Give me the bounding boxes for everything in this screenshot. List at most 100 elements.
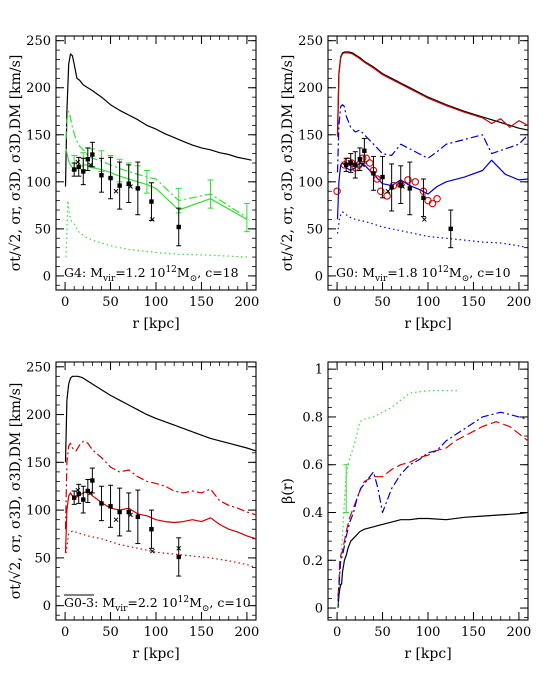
y-tick-label: 150 [26,456,51,471]
data-layer [64,53,252,258]
x-tick-label: 150 [189,295,214,310]
y-tick-label: 200 [26,81,51,96]
y-tick-label: 200 [26,408,51,423]
y-tick-label: 200 [298,81,323,96]
data-point [117,183,122,188]
annotation-exponent: 12 [165,265,176,275]
y-tick-label: 250 [26,34,51,49]
x-tick-label: 50 [374,625,391,640]
x-tick-label: 100 [416,625,441,640]
panel-annotation: G0-3: Mvir=2.2 1012M⊙, c=10 [64,595,251,614]
data-cross-point [128,512,133,518]
annotation-prefix: G0: M [336,265,375,280]
y-tick-label: 0.6 [302,458,323,473]
data-cross-point [150,548,155,554]
data-point [371,171,376,176]
data-cross-point [150,217,155,222]
series-line-dashdot-2 [336,104,528,173]
x-axis-label: r [kpc] [404,646,451,662]
data-point [135,186,141,191]
annotation-unit-subscript: ⊙ [190,274,198,284]
annotation-unit-subscript: ⊙ [202,604,210,614]
data-point [176,554,181,560]
annotation-unit: M [177,265,190,280]
series-line-solid-3 [336,159,528,220]
annotation-concentration: , c=18 [197,265,238,280]
y-tick-label: 150 [26,128,51,143]
series-line-dashdot-3 [337,411,528,601]
x-tick-label: 50 [374,295,391,310]
x-axis-label: r [kpc] [404,316,451,332]
x-tick-label: 50 [102,625,119,640]
annotation-prefix: G4: M [64,265,103,280]
annotation-unit-subscript: ⊙ [462,274,470,284]
data-point [362,148,367,153]
simulation-circle-point [404,176,412,184]
annotation-unit: M [449,265,462,280]
data-point [407,186,413,191]
data-point [76,164,81,169]
x-tick-label: 150 [461,295,486,310]
data-point [81,169,86,174]
data-layer [336,390,528,609]
x-tick-label: 150 [461,625,486,640]
x-tick-label: 50 [102,295,119,310]
data-point [99,173,104,178]
plot-frame [327,361,529,621]
y-tick-label: 0.2 [302,554,323,569]
annotation-prefix: G0-3: M [64,595,115,610]
series-line-dotted-3 [65,530,256,568]
x-axis-label: r [kpc] [132,646,179,662]
data-cross-point [347,159,353,165]
annotation-mass: =2.2 10 [127,595,177,610]
series-line-dotted-3 [65,200,247,258]
simulation-circle-point [362,154,370,163]
data-point [108,175,113,181]
series-line-solid-1 [336,52,528,137]
y-tick-label: 50 [306,222,323,237]
y-tick-label: 250 [26,360,51,375]
x-tick-label: 100 [144,295,169,310]
y-tick-label: 1 [315,363,323,378]
series-line-solid-0 [64,375,256,463]
series-line-solid-2 [64,490,256,554]
data-point [389,185,394,190]
y-tick-label: 0 [43,599,51,614]
data-point [176,224,181,230]
annotation-concentration: , c=10 [209,595,250,610]
data-cross-point [113,517,119,523]
x-tick-label: 200 [234,295,259,310]
data-point [353,162,358,168]
y-tick-label: 0.8 [302,410,323,425]
annotation-subscript: vir [114,604,128,614]
x-tick-label: 150 [189,625,214,640]
y-axis-label: β(r) [280,478,296,504]
annotation-subscript: vir [374,274,388,284]
data-layer [64,375,256,577]
data-point [108,504,113,509]
y-tick-label: 50 [34,551,51,566]
data-point [81,497,86,502]
data-point [421,195,426,201]
data-layer [333,51,528,249]
x-tick-label: 100 [144,625,169,640]
series-line-solid-0 [64,53,252,187]
annotation-concentration: , c=10 [469,265,510,280]
x-axis-label: r [kpc] [132,316,179,332]
data-point [448,226,453,232]
data-point [380,174,385,180]
data-point [343,162,349,168]
simulation-circle-point [373,175,381,183]
simulation-circle-point [428,199,437,208]
y-axis-label: σt/√2, σr, σ3D, σ3D,DM [km/s] [8,55,24,272]
panel-top-right: 0 50 100 150 200 0 50 100 150 200 250 r [kpc] σt/√2,… [280,34,531,332]
x-tick-label: 100 [416,295,441,310]
data-point [99,501,104,506]
panel-top-left: 0 50 100 150 200 0 50 100 150 200 250 r [kpc] σt/√2,… [8,34,259,332]
data-point [71,495,77,500]
data-cross-point [113,188,119,194]
series-line-dotted-1 [336,390,460,609]
data-point [126,181,131,186]
data-cross-point [75,159,81,165]
data-point [357,157,363,162]
